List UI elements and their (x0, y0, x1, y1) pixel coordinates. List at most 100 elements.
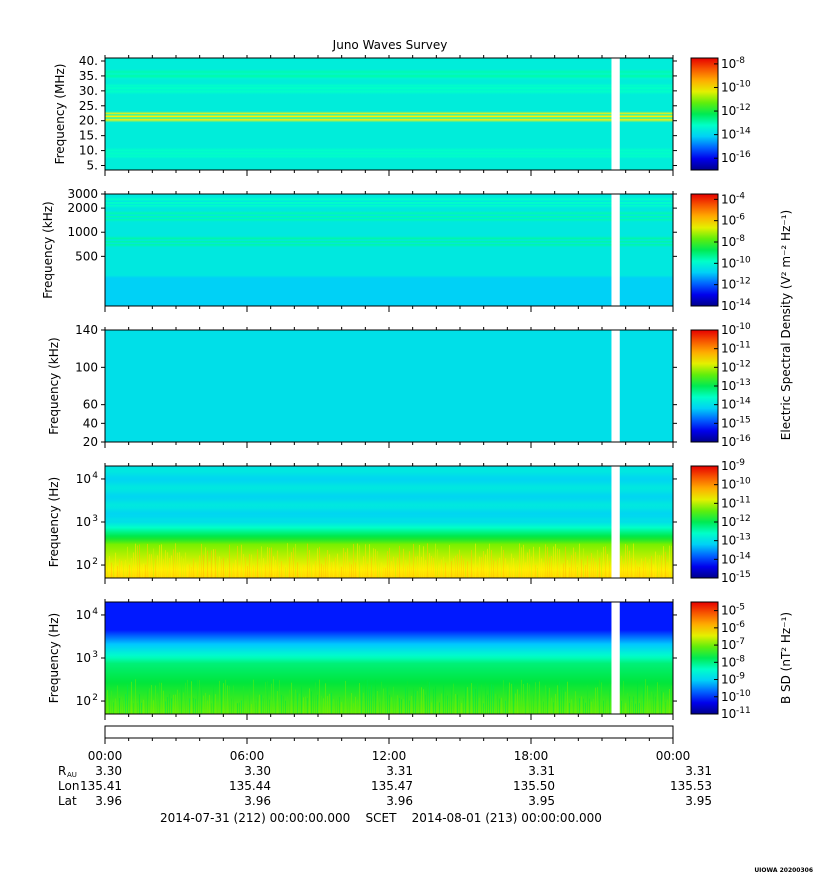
colorbar-tick-label: 10 (721, 192, 736, 206)
colorbar-tick-label: 10 (721, 278, 736, 292)
y-tick-exponent: 2 (92, 693, 98, 703)
colorbar-tick-label: 10 (721, 655, 736, 669)
y-tick-label: 10 (76, 694, 91, 708)
colorbar-tick-label: 10 (721, 104, 736, 118)
colorbar-tick-label: 10 (721, 478, 736, 492)
y-tick-label: 500 (75, 249, 98, 263)
colorbar-tick-exponent: -11 (736, 495, 751, 505)
colorbar-tick-label: 10 (721, 342, 736, 356)
data-gap (611, 466, 620, 578)
ephemeris-value: 135.47 (371, 779, 413, 793)
colorbar-tick-label: 10 (721, 80, 736, 94)
colorbar-tick-exponent: -14 (736, 397, 751, 407)
y-tick-label: 25. (79, 99, 98, 113)
y-axis-label: Frequency (kHz) (41, 201, 55, 298)
time-axis-bar: 00:00 06:00 12:00 18:00 00:00 (88, 725, 690, 763)
y-axis-label: Frequency (Hz) (47, 613, 61, 704)
ephemeris-value: 3.31 (685, 764, 712, 778)
ephemeris-value: 3.30 (95, 764, 122, 778)
x-tick-label: 06:00 (230, 749, 265, 763)
y-tick-label: 10 (76, 558, 91, 572)
ephemeris-value: 3.96 (386, 794, 413, 808)
y-tick-label: 10 (76, 472, 91, 486)
colorbar-tick-exponent: -11 (736, 341, 751, 351)
colorbar-tick-label: 10 (721, 621, 736, 635)
colorbar-tick-exponent: -12 (736, 103, 751, 113)
y-tick-exponent: 2 (92, 557, 98, 567)
colorbar-tick-label: 10 (721, 379, 736, 393)
spectrogram-panels: 5.10.15.20.25.30.35.40. Frequency (MHz) 10… (41, 54, 793, 721)
colorbar-tick-exponent: -6 (736, 620, 745, 630)
ephemeris-value: 3.95 (528, 794, 555, 808)
y-tick-exponent: 3 (92, 514, 98, 524)
colorbar-tick-exponent: -10 (736, 79, 751, 89)
colorbar-tick-label: 10 (721, 398, 736, 412)
colorbar-tick-exponent: -14 (736, 551, 751, 561)
ephemeris-value: 135.41 (80, 779, 122, 793)
y-tick-label: 35. (79, 69, 98, 83)
x-tick-label: 12:00 (372, 749, 407, 763)
ephemeris-value: 135.44 (229, 779, 271, 793)
colorbar-scale (690, 329, 719, 443)
colorbar-scale (690, 193, 719, 307)
y-tick-label: 10 (76, 608, 91, 622)
colorbar-tick-exponent: -12 (736, 514, 751, 524)
y-tick-label: 3000 (67, 187, 98, 201)
colorbar-tick-exponent: -13 (736, 378, 751, 388)
y-tick-label: 5. (87, 159, 98, 173)
colorbar-tick-label: 10 (721, 604, 736, 618)
y-tick-label: 10 (76, 651, 91, 665)
panel-hfr-high: 5.10.15.20.25.30.35.40. Frequency (MHz) 10… (53, 54, 751, 176)
colorbar-tick-exponent: -10 (736, 477, 751, 487)
colorbar-unit-label: Electric Spectral Density (V² m⁻² Hz⁻¹) (779, 210, 793, 440)
colorbar-tick-label: 10 (721, 323, 736, 337)
colorbar-tick-exponent: -4 (736, 191, 745, 201)
colorbar-tick-exponent: -9 (736, 458, 745, 468)
spectrogram-lfr-high (105, 330, 673, 442)
colorbar-tick-exponent: -16 (736, 150, 751, 160)
y-tick-label: 10. (79, 144, 98, 158)
x-tick-label: 00:00 (88, 749, 123, 763)
spectrogram-texture (105, 543, 672, 578)
y-tick-exponent: 3 (92, 650, 98, 660)
time-bar-frame (104, 725, 674, 739)
colorbar-tick-exponent: -11 (736, 706, 751, 716)
colorbar-tick-label: 10 (721, 214, 736, 228)
chart-title: Juno Waves Survey (332, 38, 448, 52)
colorbar-tick-exponent: -13 (736, 533, 751, 543)
colorbar-tick-label: 10 (721, 360, 736, 374)
spectrogram-hfr-low (105, 194, 673, 306)
colorbar-tick-exponent: -5 (736, 603, 745, 613)
colorbar-tick-label: 10 (721, 707, 736, 721)
colorbar-tick-exponent: -15 (736, 415, 751, 425)
y-axis-label: Frequency (MHz) (53, 64, 67, 165)
y-tick-label: 40 (83, 416, 98, 430)
colorbar-scale (690, 601, 719, 715)
colorbar-tick-label: 10 (721, 435, 736, 449)
colorbar-scale (690, 465, 719, 579)
ephemeris-value: 3.96 (95, 794, 122, 808)
colorbar-tick-label: 10 (721, 151, 736, 165)
ephemeris-value: 135.53 (670, 779, 712, 793)
data-gap (611, 58, 620, 170)
ephemeris-row-label: Lon (58, 779, 80, 793)
y-tick-label: 20 (83, 435, 98, 449)
y-tick-label: 30. (79, 84, 98, 98)
ephemeris-value: 3.30 (244, 764, 271, 778)
colorbar-tick-exponent: -14 (736, 298, 751, 308)
ephemeris-value: 3.96 (244, 794, 271, 808)
data-gap (611, 330, 620, 442)
ephemeris-value: 3.31 (528, 764, 555, 778)
colorbar-tick-label: 10 (721, 496, 736, 510)
colorbar-tick-exponent: -10 (736, 255, 751, 265)
ephemeris-value: 3.95 (685, 794, 712, 808)
ephemeris-row-label: R (58, 764, 67, 778)
colorbar-tick-exponent: -9 (736, 672, 745, 682)
colorbar-tick-exponent: -6 (736, 213, 745, 223)
